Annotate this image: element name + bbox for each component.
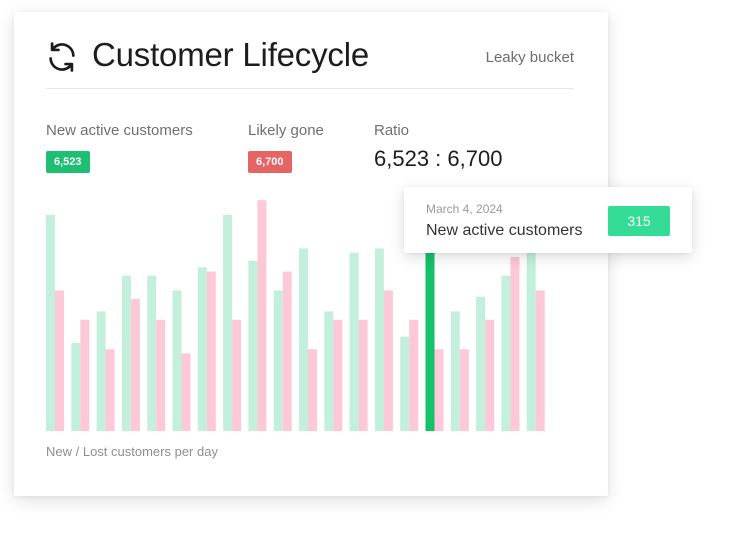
bar-new-3[interactable] xyxy=(96,311,106,431)
bar-lost-2[interactable] xyxy=(80,319,90,431)
bar-lost-16[interactable] xyxy=(434,349,444,431)
bar-new-17[interactable] xyxy=(450,311,460,431)
bar-new-1[interactable] xyxy=(46,214,55,431)
likely-gone-label: Likely gone xyxy=(248,122,324,139)
bar-new-14[interactable] xyxy=(374,248,384,432)
bar-lost-4[interactable] xyxy=(130,298,140,431)
bar-new-10[interactable] xyxy=(273,290,283,431)
bar-new-2[interactable] xyxy=(71,342,81,431)
chart-caption: New / Lost customers per day xyxy=(46,444,218,459)
new-active-customers-badge: 6,523 xyxy=(46,151,90,173)
bar-new-12[interactable] xyxy=(324,311,334,431)
bar-new-19[interactable] xyxy=(501,275,511,431)
bar-lost-15[interactable] xyxy=(409,319,419,431)
bar-lost-18[interactable] xyxy=(485,319,495,431)
bar-lost-7[interactable] xyxy=(206,271,216,432)
bar-lost-11[interactable] xyxy=(308,349,317,431)
new-active-customers-label: New active customers xyxy=(46,122,193,139)
tooltip-date: March 4, 2024 xyxy=(426,202,503,216)
bar-new-7[interactable] xyxy=(197,267,207,431)
bar-new-18[interactable] xyxy=(476,296,486,431)
bar-lost-6[interactable] xyxy=(181,353,191,431)
bar-lost-20[interactable] xyxy=(535,290,545,431)
bar-new-20[interactable] xyxy=(526,227,536,432)
bar-lost-13[interactable] xyxy=(358,319,368,431)
bar-lost-12[interactable] xyxy=(333,319,343,431)
customers-per-day-chart xyxy=(46,200,545,432)
bar-new-15[interactable] xyxy=(400,336,410,431)
bar-lost-8[interactable] xyxy=(232,319,242,431)
bar-lost-9[interactable] xyxy=(257,200,267,431)
page-title: Customer Lifecycle xyxy=(92,36,369,73)
likely-gone-badge: 6,700 xyxy=(248,151,292,173)
ratio-value: 6,523 : 6,700 xyxy=(374,146,503,171)
bar-lost-10[interactable] xyxy=(282,271,292,432)
bar-lost-17[interactable] xyxy=(459,349,469,431)
bar-new-16[interactable] xyxy=(425,231,435,431)
bar-new-13[interactable] xyxy=(349,252,359,431)
bar-new-9[interactable] xyxy=(248,261,258,431)
leaky-bucket-link[interactable]: Leaky bucket xyxy=(485,49,574,66)
bar-lost-3[interactable] xyxy=(105,349,115,431)
tooltip-value-badge: 315 xyxy=(608,206,670,236)
header-divider xyxy=(46,88,574,89)
bar-new-5[interactable] xyxy=(147,275,157,431)
bar-new-11[interactable] xyxy=(299,248,308,432)
bar-lost-14[interactable] xyxy=(383,290,393,431)
bar-lost-19[interactable] xyxy=(510,256,520,431)
chart-tooltip: March 4, 2024 New active customers 315 xyxy=(404,187,692,253)
refresh-icon[interactable] xyxy=(45,40,79,74)
bar-new-8[interactable] xyxy=(223,214,233,431)
ratio-label: Ratio xyxy=(374,122,410,139)
bar-lost-1[interactable] xyxy=(55,290,64,431)
bar-new-4[interactable] xyxy=(121,275,131,431)
customer-lifecycle-card: Customer Lifecycle Leaky bucket New acti… xyxy=(14,12,608,496)
tooltip-label: New active customers xyxy=(426,222,583,239)
bar-new-6[interactable] xyxy=(172,290,182,431)
bar-lost-5[interactable] xyxy=(156,319,166,431)
